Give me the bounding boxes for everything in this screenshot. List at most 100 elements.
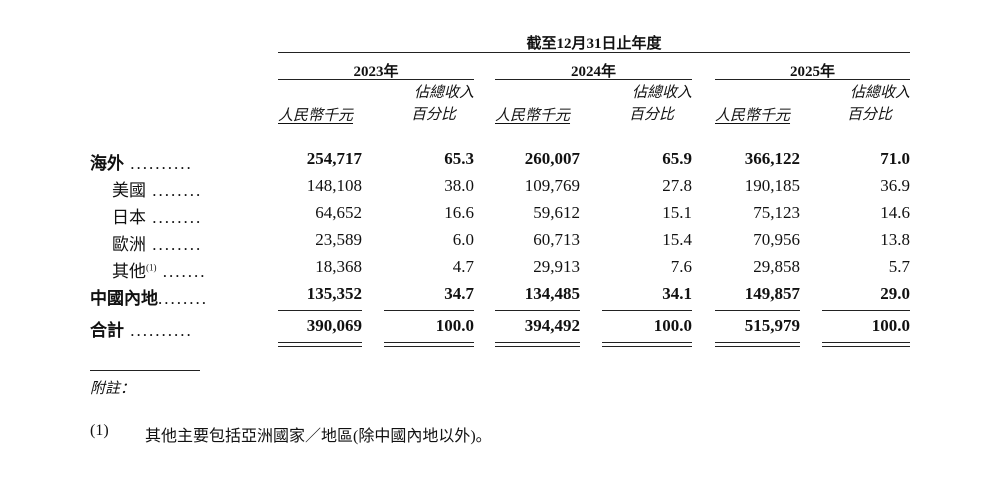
- row-label-text: 美國: [112, 181, 146, 200]
- cell-value: 100.0: [435, 316, 474, 335]
- cell-value: 394,492: [524, 316, 580, 335]
- table-row: 其他(1) ....... 18,368 4.7 29,913 7.6 29,858 5.7: [0, 257, 1000, 283]
- year-rule: [715, 79, 910, 80]
- cell-value: 71.0: [880, 149, 910, 168]
- cell-value: 60,713: [533, 230, 580, 249]
- cell-value: 100.0: [653, 316, 692, 335]
- notes-title: 附註：: [90, 381, 136, 397]
- cell-value: 18,368: [315, 257, 362, 276]
- percent-label-line2: 百分比: [846, 107, 892, 123]
- cell-value: 135,352: [306, 284, 362, 303]
- percent-label: 佔總收入 百分比: [612, 82, 692, 126]
- row-label-text: 日本: [112, 208, 146, 227]
- row-label-text: 其他: [112, 262, 146, 281]
- total-double-rule: [495, 342, 580, 347]
- row-label: 中國內地........: [90, 284, 208, 309]
- cell-value: 27.8: [662, 176, 692, 195]
- cell-value: 190,185: [744, 176, 800, 195]
- row-label: 合計 ..........: [90, 316, 193, 341]
- row-label-text: 合計: [90, 321, 124, 340]
- cell-value: 65.9: [662, 149, 692, 168]
- table-row: 合計 .......... 390,069 100.0 394,492 100.0 515…: [0, 316, 1000, 342]
- cell-value: 34.1: [662, 284, 692, 303]
- cell-value: 23,589: [315, 230, 362, 249]
- cell-value: 29,913: [533, 257, 580, 276]
- year-header: 2025年: [789, 64, 835, 80]
- cell-value: 254,717: [306, 149, 362, 168]
- percent-label-line2: 百分比: [628, 107, 674, 123]
- percent-label-line1: 佔總收入: [849, 85, 910, 101]
- cell-value: 260,007: [524, 149, 580, 168]
- row-label-text: 中國內地: [90, 289, 158, 308]
- cell-value: 29,858: [753, 257, 800, 276]
- cell-value: 70,956: [753, 230, 800, 249]
- subtotal-rule: [602, 310, 692, 311]
- percent-label-line1: 佔總收入: [631, 85, 692, 101]
- total-double-rule: [715, 342, 800, 347]
- leader-dots: ..........: [124, 154, 193, 173]
- row-label: 美國 ........: [112, 176, 202, 201]
- cell-value: 5.7: [888, 257, 910, 276]
- row-label-text: 海外: [90, 154, 124, 173]
- note-marker: (1): [90, 422, 109, 439]
- cell-value: 64,652: [315, 203, 362, 222]
- year-header: 2023年: [353, 64, 399, 80]
- cell-value: 15.1: [662, 203, 692, 222]
- table-row: 中國內地........ 135,352 34.7 134,485 34.1 149,85…: [0, 284, 1000, 310]
- cell-value: 16.6: [444, 203, 474, 222]
- table-row: 日本 ........ 64,652 16.6 59,612 15.1 75,123 14.…: [0, 203, 1000, 229]
- leader-dots: ........: [146, 181, 203, 200]
- percent-label-line1: 佔總收入: [413, 85, 474, 101]
- table-row: 海外 .......... 254,717 65.3 260,007 65.9 366,1…: [0, 149, 1000, 175]
- cell-value: 148,108: [306, 176, 362, 195]
- cell-value: 100.0: [871, 316, 910, 335]
- percent-label-line2: 百分比: [410, 107, 456, 123]
- period-rule: [278, 52, 910, 53]
- year-header: 2024年: [570, 64, 616, 80]
- unit-label: 人民幣千元: [495, 108, 571, 124]
- cell-value: 149,857: [744, 284, 800, 303]
- row-label-text: 歐洲: [112, 235, 146, 254]
- subtotal-rule: [278, 310, 362, 311]
- total-double-rule: [278, 342, 362, 347]
- cell-value: 15.4: [662, 230, 692, 249]
- unit-label: 人民幣千元: [715, 108, 791, 124]
- footnote-ref: (1): [146, 262, 157, 273]
- leader-dots: ..........: [124, 321, 193, 340]
- cell-value: 109,769: [524, 176, 580, 195]
- leader-dots: ........: [146, 208, 203, 227]
- row-label: 其他(1) .......: [112, 257, 207, 282]
- year-rule: [278, 79, 474, 80]
- cell-value: 59,612: [533, 203, 580, 222]
- cell-value: 390,069: [306, 316, 362, 335]
- row-label: 海外 ..........: [90, 149, 193, 174]
- cell-value: 75,123: [753, 203, 800, 222]
- cell-value: 6.0: [452, 230, 474, 249]
- total-double-rule: [822, 342, 910, 347]
- leader-dots: ........: [158, 289, 208, 308]
- note-text: 其他主要包括亞洲國家／地區(除中國內地以外)。: [145, 428, 492, 445]
- percent-label: 佔總收入 百分比: [830, 82, 910, 126]
- leader-dots: .......: [156, 262, 207, 281]
- row-label: 日本 ........: [112, 203, 202, 228]
- subtotal-rule: [495, 310, 580, 311]
- cell-value: 36.9: [880, 176, 910, 195]
- period-header: 截至12月31日止年度: [526, 36, 662, 52]
- notes-rule: [90, 370, 200, 371]
- percent-label: 佔總收入 百分比: [394, 82, 474, 126]
- cell-value: 13.8: [880, 230, 910, 249]
- table-row: 歐洲 ........ 23,589 6.0 60,713 15.4 70,956 13.8: [0, 230, 1000, 256]
- cell-value: 29.0: [880, 284, 910, 303]
- cell-value: 515,979: [744, 316, 800, 335]
- cell-value: 134,485: [524, 284, 580, 303]
- cell-value: 366,122: [744, 149, 800, 168]
- total-double-rule: [602, 342, 692, 347]
- total-double-rule: [384, 342, 474, 347]
- year-rule: [495, 79, 692, 80]
- cell-value: 34.7: [444, 284, 474, 303]
- row-label: 歐洲 ........: [112, 230, 202, 255]
- subtotal-rule: [715, 310, 800, 311]
- subtotal-rule: [822, 310, 910, 311]
- cell-value: 7.6: [670, 257, 692, 276]
- subtotal-rule: [384, 310, 474, 311]
